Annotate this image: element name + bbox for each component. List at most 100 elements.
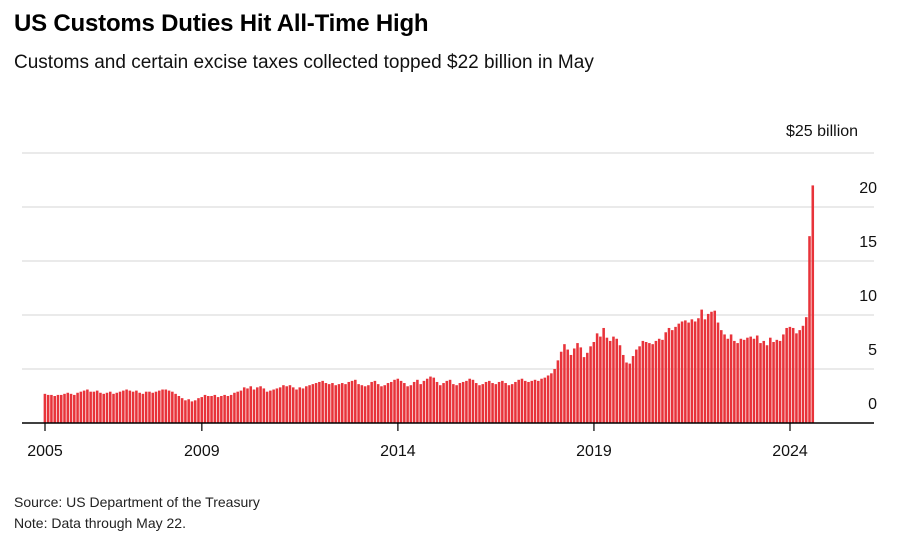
y-tick-label: 10 [859,288,877,305]
bar-2009 [233,392,236,423]
bar-2016 [497,381,501,423]
bar-2022 [736,343,739,423]
bar-2019 [592,342,596,423]
bar-2007 [144,391,148,423]
bar-2015 [435,381,439,423]
bar-2020 [664,332,668,423]
bar-2013 [357,384,360,423]
bar-2012 [337,384,341,423]
bar-2020 [651,344,654,423]
bar-2014 [425,378,429,423]
bar-2005 [53,396,56,423]
bar-2017 [543,377,547,423]
bar-2007 [122,390,125,423]
bar-2010 [239,390,243,423]
bar-2012 [334,385,337,423]
bar-2024 [788,326,792,423]
bar-2011 [311,384,315,423]
bar-2021 [693,321,697,423]
x-tick-label: 2009 [184,443,220,460]
bar-2016 [507,385,511,423]
bar-2013 [393,379,396,423]
bar-2017 [514,381,517,423]
bar-2021 [671,330,674,423]
bar-2024 [804,317,808,423]
bar-2017 [537,380,540,423]
bar-2006 [105,392,109,423]
bar-2010 [265,391,269,423]
bar-2019 [621,354,625,423]
bar-2011 [295,389,298,423]
bar-2011 [288,385,292,423]
bar-2024 [801,325,805,423]
bar-2022 [739,338,743,423]
bar-2007 [141,393,145,423]
bar-2012 [354,379,357,423]
bar-2011 [291,387,295,423]
bar-2018 [586,352,589,423]
y-tick-label: 15 [859,234,877,251]
bar-2022 [726,338,730,423]
bar-2011 [305,386,308,423]
bar-2010 [275,388,279,423]
bar-2019 [615,338,618,423]
bar-2016 [491,383,494,423]
bar-2010 [269,390,272,423]
bar-2006 [99,392,102,423]
bar-2013 [383,385,386,423]
bar-2021 [684,320,687,423]
bar-2015 [442,383,445,423]
bar-2013 [360,385,364,423]
bar-2020 [644,342,648,423]
bar-2007 [154,391,158,423]
bar-2023 [778,340,782,423]
bar-2014 [406,386,409,423]
bar-2008 [177,396,181,423]
x-tick-label: 2014 [380,443,416,460]
bar-2019 [595,333,599,423]
bar-2010 [272,389,275,423]
bar-2011 [314,383,318,423]
bar-2013 [373,380,377,423]
bar-2010 [246,388,249,423]
bar-2017 [540,378,543,423]
bar-2005 [63,393,66,423]
bar-2023 [749,336,752,423]
bar-2016 [494,384,498,423]
bar-2012 [350,380,354,423]
bar-2017 [546,375,550,423]
bar-2022 [710,311,713,423]
bar-2014 [412,381,416,423]
bar-2022 [733,340,736,423]
bar-2020 [641,340,645,423]
bar-2005 [56,394,60,423]
bar-2018 [589,346,592,423]
bar-2007 [138,392,141,423]
bar-2020 [635,349,638,423]
bar-2014 [422,380,426,423]
bar-2018 [576,343,579,423]
bar-2017 [517,379,520,423]
bar-2007 [151,392,155,423]
bar-2011 [301,388,305,423]
bar-2018 [582,357,586,423]
bar-2007 [157,390,161,423]
bar-2015 [461,381,465,423]
bar-2009 [226,396,230,423]
bar-2017 [527,381,530,423]
bar-2014 [432,377,436,423]
bar-2020 [667,327,671,423]
bar-2012 [331,383,334,423]
bar-2016 [510,384,514,423]
bar-2020 [657,338,661,423]
bar-2006 [95,390,99,423]
bar-2021 [687,322,690,423]
bar-2011 [282,385,285,423]
bar-2006 [89,391,92,423]
bar-2012 [318,381,321,423]
bar-2015 [445,380,449,423]
bar-2009 [229,394,233,423]
bar-2018 [569,354,573,423]
bar-2013 [370,381,373,423]
